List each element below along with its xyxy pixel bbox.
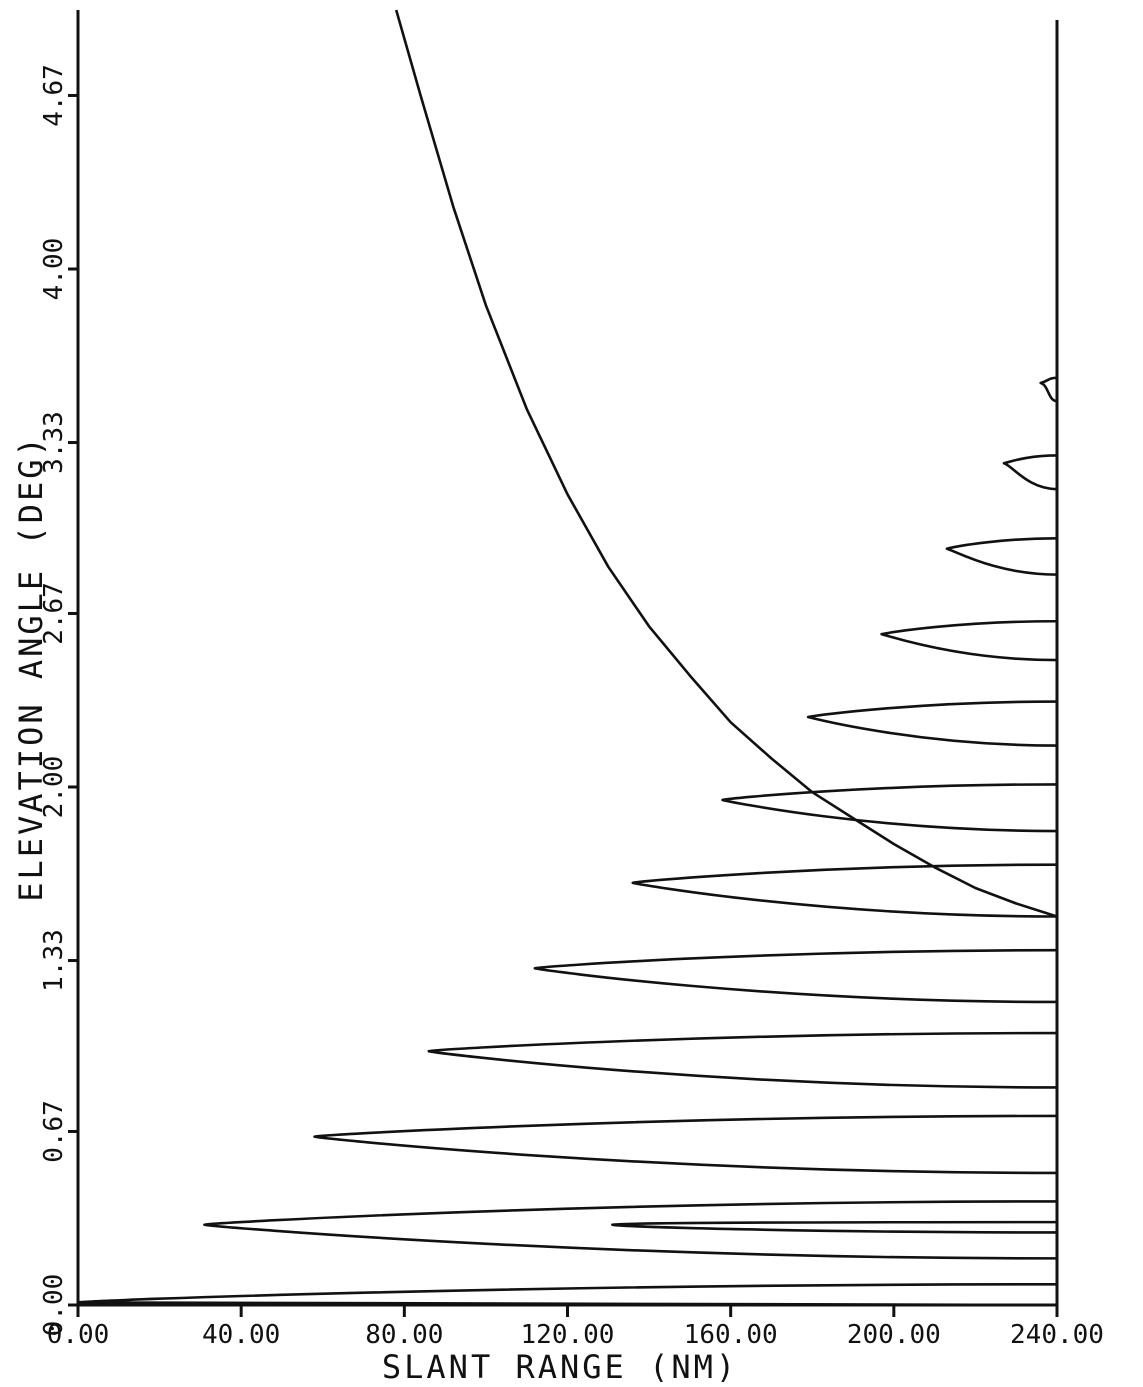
lobe [1039,376,1058,403]
lobe [203,1200,1058,1260]
y-tick-label: 0.67 [39,1100,69,1163]
x-tick-label: 80.00 [365,1320,443,1350]
lobe [427,1031,1058,1089]
y-tick-label: 2.00 [39,756,69,819]
inner-lobe [611,1220,1058,1234]
y-tick-label: 3.33 [39,411,69,474]
lobe [76,1282,1058,1307]
x-tick-label: 120.00 [521,1320,615,1350]
y-tick-label: 4.67 [39,64,69,127]
coverage-curve [394,9,1058,918]
x-tick-label: 200.00 [847,1320,941,1350]
y-tick-label: 4.00 [39,238,69,301]
y-tick-label: 0.00 [39,1274,69,1337]
lobe [313,1114,1058,1175]
lobe [945,537,1058,576]
x-tick-label: 160.00 [684,1320,778,1350]
lobe [631,863,1058,918]
x-axis-title: SLANT RANGE (NM) [382,1348,738,1386]
x-tick-label: 40.00 [202,1320,280,1350]
lobe [721,783,1058,833]
series-layer [76,9,1058,1307]
y-tick-label: 1.33 [39,929,69,992]
x-tick-label: 0.00 [47,1320,110,1350]
lobe [806,700,1058,747]
y-tick-label: 2.67 [39,582,69,645]
axes [76,10,1059,1307]
lobe [1002,454,1058,491]
x-ticks: 0.00 40.00 80.00 120.00 160.00 200.00 240.00 [47,1305,1104,1350]
y-ticks: 0.00 0.67 1.33 2.00 2.67 3.33 4.00 4.67 [39,64,78,1336]
lobe [880,619,1058,662]
lobe [533,948,1058,1004]
x-tick-label: 240.00 [1010,1320,1104,1350]
y-axis-title: ELEVATION ANGLE (DEG) [12,434,50,902]
